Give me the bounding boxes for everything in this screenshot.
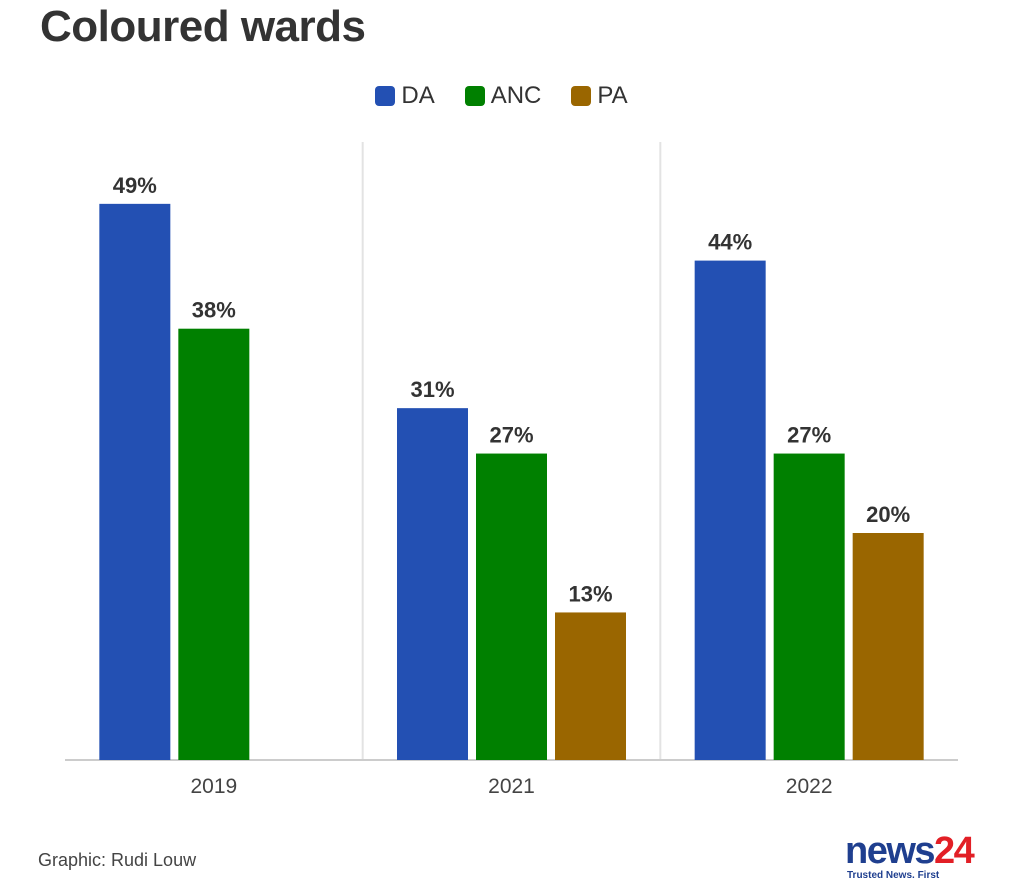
graphic-credit: Graphic: Rudi Louw [38, 850, 197, 870]
x-tick-label-2021: 2021 [488, 775, 535, 798]
data-label-anc-2021: 27% [489, 423, 533, 448]
data-label-da-2021: 31% [410, 377, 454, 402]
x-tick-label-2022: 2022 [786, 775, 833, 798]
x-tick-label-2019: 2019 [190, 775, 237, 798]
legend-item-pa: PA [571, 82, 628, 110]
logo-tagline: Trusted News. First [847, 870, 940, 881]
legend-label-da: DA [401, 82, 435, 109]
news24-logo: news24 Trusted News. First [845, 832, 985, 881]
bar-anc-2021 [476, 453, 547, 760]
legend-swatch-da [375, 86, 396, 106]
legend: DA ANC PA [0, 82, 1013, 110]
legend-item-anc: ANC [464, 82, 542, 110]
data-label-da-2019: 49% [113, 173, 157, 198]
data-label-anc-2019: 38% [192, 298, 236, 323]
logo-number: 24 [934, 830, 975, 872]
legend-item-da: DA [375, 82, 435, 110]
legend-swatch-pa [571, 86, 592, 106]
bar-pa-2021 [555, 612, 626, 760]
bar-anc-2022 [773, 453, 845, 760]
legend-label-pa: PA [597, 82, 628, 109]
bar-anc-2019 [178, 328, 250, 760]
bar-da-2021 [397, 408, 468, 760]
legend-swatch-anc [464, 86, 485, 106]
chart-title: Coloured wards [40, 2, 366, 51]
legend-label-anc: ANC [490, 82, 542, 109]
data-label-da-2022: 44% [708, 230, 752, 255]
logo-word: news [845, 830, 936, 872]
data-label-pa-2021: 13% [568, 581, 612, 606]
bar-da-2022 [694, 260, 766, 760]
bar-pa-2022 [852, 533, 924, 760]
data-label-pa-2022: 20% [866, 502, 910, 527]
bar-da-2019 [99, 203, 171, 761]
data-label-anc-2022: 27% [787, 423, 831, 448]
